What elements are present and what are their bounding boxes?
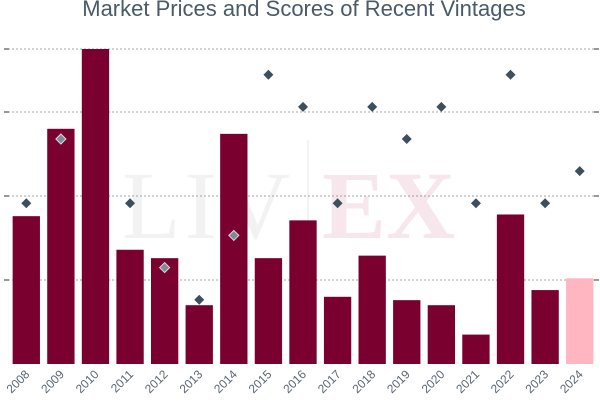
x-tick-2014: 2014 [211, 367, 240, 396]
score-marker-2021 [470, 198, 481, 209]
x-tick-2023: 2023 [522, 367, 551, 396]
bar-2024 [566, 278, 594, 364]
score-marker-2020 [436, 101, 447, 112]
score-marker-2017 [332, 198, 343, 209]
bar-2016 [289, 220, 317, 364]
score-marker-2011 [125, 198, 136, 209]
bar-2011 [116, 249, 144, 364]
score-marker-2012 [158, 261, 171, 274]
bar-2012 [150, 258, 179, 364]
score-marker-2014 [228, 229, 240, 242]
x-tick-2008: 2008 [4, 367, 33, 396]
x-tick-2013: 2013 [177, 367, 206, 396]
bar-2022 [496, 214, 525, 364]
x-tick-2015: 2015 [246, 367, 275, 396]
score-marker-2013 [194, 294, 205, 305]
bar-series [12, 49, 594, 364]
chart-title: Market Prices and Scores of Recent Vinta… [82, 0, 525, 21]
bar-2015 [254, 258, 283, 364]
x-axis-tick-labels: 2008 2009 2010 2011 2012 2013 2014 2015 2016 2017… [4, 367, 586, 396]
bar-2020 [427, 305, 456, 364]
bar-2021 [462, 334, 490, 364]
watermark-ex-text: EX [322, 152, 455, 259]
x-tick-2009: 2009 [38, 367, 67, 396]
x-tick-2018: 2018 [350, 367, 379, 396]
x-tick-2020: 2020 [419, 367, 448, 396]
x-tick-2019: 2019 [384, 367, 413, 396]
x-tick-2021: 2021 [453, 367, 482, 396]
score-markers [21, 69, 585, 305]
score-marker-2009 [55, 133, 67, 145]
x-tick-2010: 2010 [73, 367, 102, 396]
bar-2008 [12, 216, 40, 364]
bar-2009 [47, 128, 75, 364]
x-tick-2011: 2011 [108, 367, 136, 395]
bar-2023 [531, 290, 559, 364]
watermark-logo: LIV EX [122, 140, 455, 259]
bar-2010 [81, 49, 110, 364]
x-tick-2016: 2016 [280, 367, 309, 396]
score-marker-2016 [298, 101, 308, 112]
bar-2018 [358, 255, 386, 364]
x-tick-2012: 2012 [142, 367, 171, 396]
bar-2013 [185, 305, 213, 364]
score-marker-2024 [574, 166, 585, 177]
watermark-liv-text: LIV [122, 152, 294, 259]
score-marker-2019 [401, 134, 412, 144]
score-marker-2023 [540, 198, 551, 209]
bar-2014 [220, 133, 248, 364]
score-marker-2008 [21, 198, 32, 209]
x-tick-2017: 2017 [315, 367, 344, 396]
score-marker-2018 [367, 101, 378, 112]
score-marker-2022 [505, 69, 516, 80]
x-tick-2024: 2024 [557, 367, 586, 396]
bar-2017 [323, 296, 352, 364]
x-tick-2022: 2022 [488, 367, 517, 396]
score-marker-2015 [263, 69, 274, 80]
bar-2019 [393, 300, 421, 364]
